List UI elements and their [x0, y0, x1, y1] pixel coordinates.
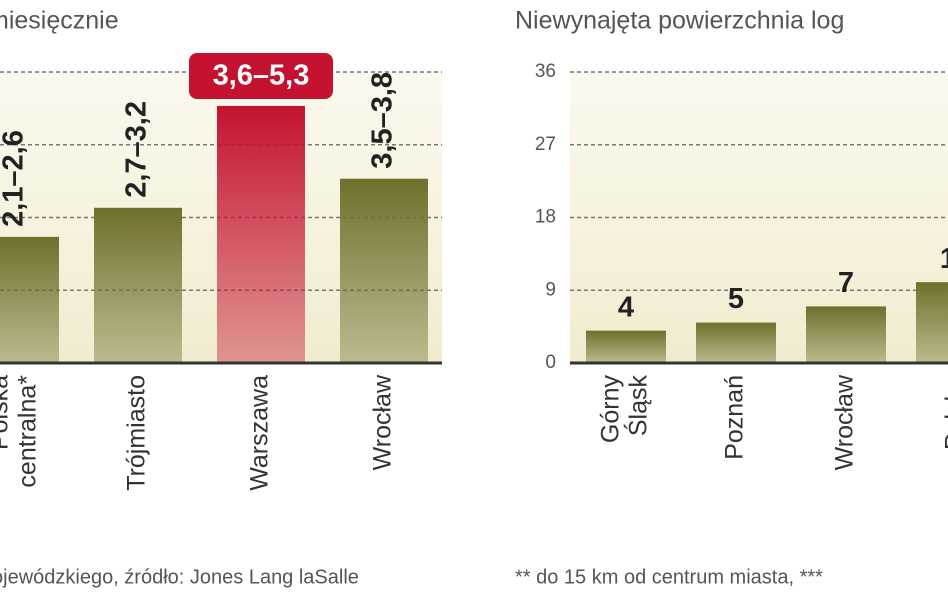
- chart-title: Niewynajęta powierzchnia log: [515, 7, 844, 35]
- category-label: Śląsk: [623, 375, 653, 437]
- footnote: ** do 15 km od centrum miasta, ***: [515, 566, 823, 588]
- footnote: ojewódzkiego, źródło: Jones Lang laSalle: [0, 566, 359, 588]
- bar: [916, 282, 948, 363]
- y-tick-label: 36: [535, 61, 556, 82]
- bar: [94, 207, 182, 363]
- value-label: 2,7–3,2: [121, 101, 153, 198]
- value-label: 3,6–5,3: [213, 60, 310, 92]
- category-label: Trójmiasto: [123, 375, 151, 491]
- y-tick-label: 18: [535, 207, 556, 228]
- category-label: Polska: [0, 375, 14, 450]
- bar: [806, 306, 886, 363]
- value-label: 3,5–3,8: [367, 72, 399, 169]
- value-label: 2,1–2,6: [0, 130, 30, 227]
- bar: [340, 178, 428, 363]
- chart-title: miesięcznie: [0, 7, 119, 35]
- highlight-label: 3,6–5,3: [189, 53, 333, 99]
- category-label: Górny: [597, 375, 625, 444]
- category-label: Wrocław: [831, 374, 859, 470]
- category-label: Polska: [941, 375, 948, 450]
- value-label: 4: [618, 291, 634, 323]
- bar: [0, 236, 59, 363]
- value-label: 7: [838, 267, 854, 299]
- y-tick-label: 9: [545, 279, 556, 300]
- y-tick-label: 27: [535, 134, 556, 155]
- category-label: centralna*: [14, 375, 42, 488]
- value-label: 5: [728, 283, 744, 315]
- category-label: Poznań: [721, 375, 749, 460]
- category-label: Wrocław: [369, 374, 397, 470]
- y-tick-label: 0: [545, 352, 556, 373]
- label-box: [189, 53, 333, 99]
- bar: [696, 322, 776, 363]
- value-label: 10: [940, 243, 948, 275]
- bar: [586, 330, 666, 363]
- category-label: Warszawa: [246, 375, 274, 491]
- bar: [217, 105, 305, 363]
